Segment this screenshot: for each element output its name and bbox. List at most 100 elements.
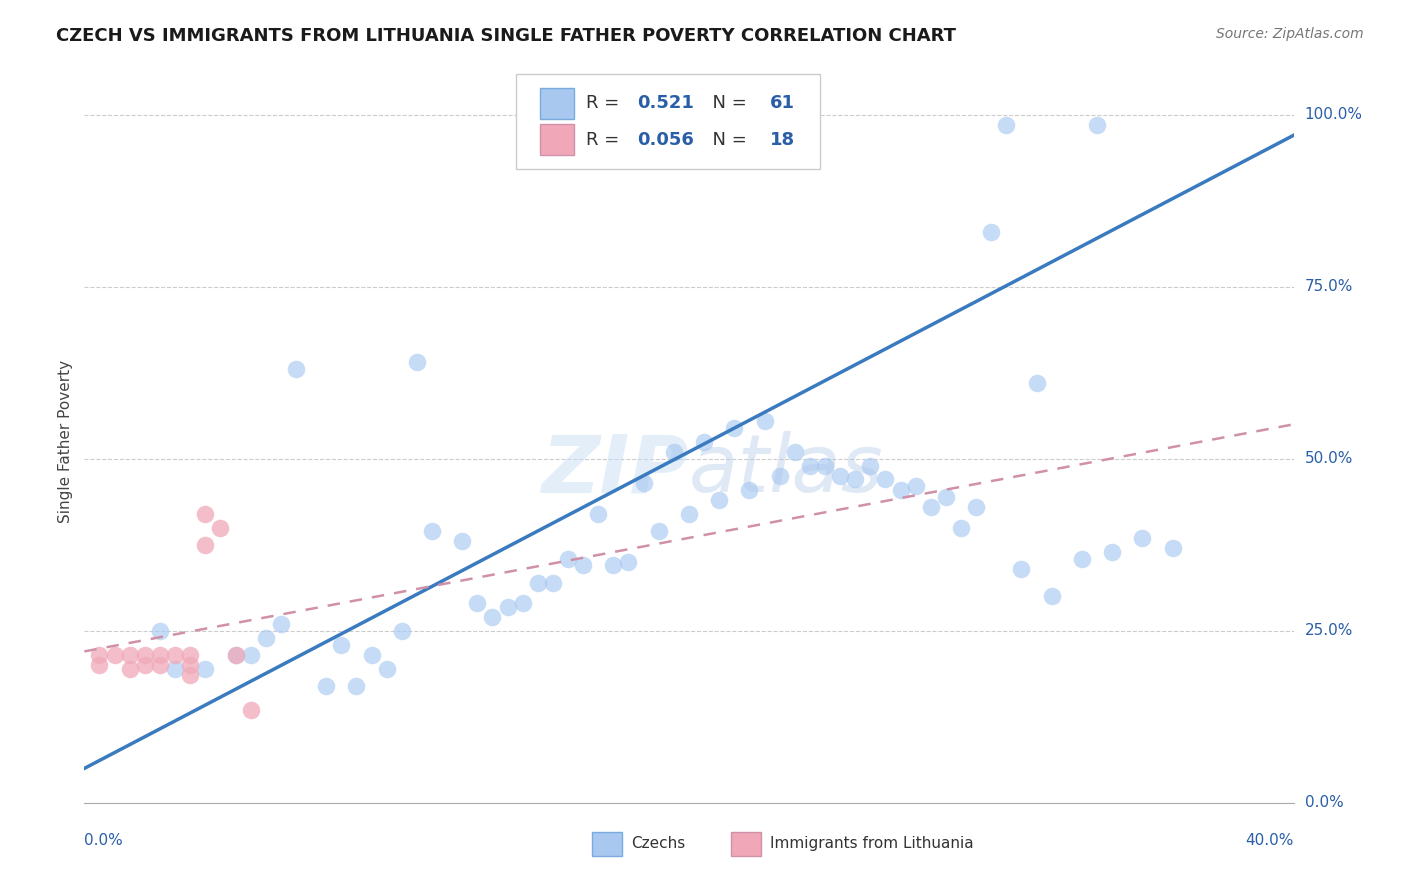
- Point: [859, 458, 882, 473]
- Point: [1025, 376, 1047, 390]
- FancyBboxPatch shape: [592, 832, 623, 855]
- Text: 50.0%: 50.0%: [1305, 451, 1353, 467]
- Text: atlas: atlas: [689, 432, 884, 509]
- Point: [451, 534, 474, 549]
- Point: [406, 355, 429, 369]
- Text: 61: 61: [770, 95, 794, 112]
- Text: R =: R =: [586, 130, 626, 149]
- Point: [1071, 551, 1094, 566]
- Point: [588, 507, 610, 521]
- Text: 0.521: 0.521: [637, 95, 693, 112]
- Point: [709, 493, 731, 508]
- Point: [254, 631, 277, 645]
- Point: [149, 658, 172, 673]
- Point: [104, 648, 127, 662]
- Point: [496, 599, 519, 614]
- Point: [995, 118, 1018, 132]
- Text: N =: N =: [702, 130, 752, 149]
- Point: [527, 575, 550, 590]
- Text: 25.0%: 25.0%: [1305, 624, 1353, 639]
- Point: [360, 648, 382, 662]
- Point: [467, 596, 489, 610]
- Text: 0.056: 0.056: [637, 130, 693, 149]
- Point: [134, 658, 156, 673]
- FancyBboxPatch shape: [540, 88, 574, 119]
- Point: [194, 538, 217, 552]
- Text: R =: R =: [586, 95, 626, 112]
- Point: [723, 421, 745, 435]
- Point: [814, 458, 837, 473]
- Point: [557, 551, 579, 566]
- Point: [225, 648, 247, 662]
- Text: 100.0%: 100.0%: [1305, 107, 1362, 122]
- Point: [783, 445, 806, 459]
- Text: Czechs: Czechs: [631, 837, 685, 852]
- FancyBboxPatch shape: [516, 75, 820, 169]
- Point: [239, 703, 262, 717]
- Point: [1101, 544, 1123, 558]
- Text: 75.0%: 75.0%: [1305, 279, 1353, 294]
- Point: [904, 479, 927, 493]
- Point: [118, 648, 141, 662]
- Point: [1130, 531, 1153, 545]
- Point: [194, 662, 217, 676]
- Point: [481, 610, 503, 624]
- Point: [134, 648, 156, 662]
- Text: 0.0%: 0.0%: [84, 833, 124, 848]
- Y-axis label: Single Father Poverty: Single Father Poverty: [58, 360, 73, 523]
- Point: [89, 648, 111, 662]
- Point: [662, 445, 685, 459]
- Point: [950, 520, 973, 534]
- Point: [375, 662, 398, 676]
- Point: [209, 520, 232, 534]
- Point: [1085, 118, 1108, 132]
- Point: [89, 658, 111, 673]
- FancyBboxPatch shape: [731, 832, 762, 855]
- Text: Source: ZipAtlas.com: Source: ZipAtlas.com: [1216, 27, 1364, 41]
- Point: [285, 362, 308, 376]
- Point: [1040, 590, 1063, 604]
- Point: [541, 575, 564, 590]
- Text: 0.0%: 0.0%: [1305, 796, 1343, 810]
- Text: 40.0%: 40.0%: [1246, 833, 1294, 848]
- Point: [965, 500, 987, 514]
- Text: 18: 18: [770, 130, 794, 149]
- Point: [980, 225, 1002, 239]
- Point: [890, 483, 912, 497]
- Point: [1011, 562, 1033, 576]
- Point: [330, 638, 353, 652]
- Point: [799, 458, 821, 473]
- Point: [179, 658, 201, 673]
- Point: [346, 679, 368, 693]
- Point: [754, 414, 776, 428]
- Point: [391, 624, 413, 638]
- Point: [149, 624, 172, 638]
- Point: [179, 668, 201, 682]
- Point: [769, 469, 792, 483]
- Point: [572, 558, 595, 573]
- Point: [648, 524, 671, 538]
- Text: ZIP: ZIP: [541, 432, 689, 509]
- Text: N =: N =: [702, 95, 752, 112]
- Point: [420, 524, 443, 538]
- Point: [920, 500, 942, 514]
- Point: [165, 662, 187, 676]
- Point: [738, 483, 761, 497]
- Point: [935, 490, 957, 504]
- Point: [693, 434, 716, 449]
- Point: [844, 472, 866, 486]
- Point: [194, 507, 217, 521]
- FancyBboxPatch shape: [540, 124, 574, 154]
- Point: [165, 648, 187, 662]
- Point: [512, 596, 534, 610]
- Point: [617, 555, 640, 569]
- Point: [270, 616, 292, 631]
- Point: [315, 679, 337, 693]
- Point: [225, 648, 247, 662]
- Point: [149, 648, 172, 662]
- Point: [1161, 541, 1184, 556]
- Point: [875, 472, 897, 486]
- Point: [118, 662, 141, 676]
- Point: [830, 469, 852, 483]
- Point: [678, 507, 700, 521]
